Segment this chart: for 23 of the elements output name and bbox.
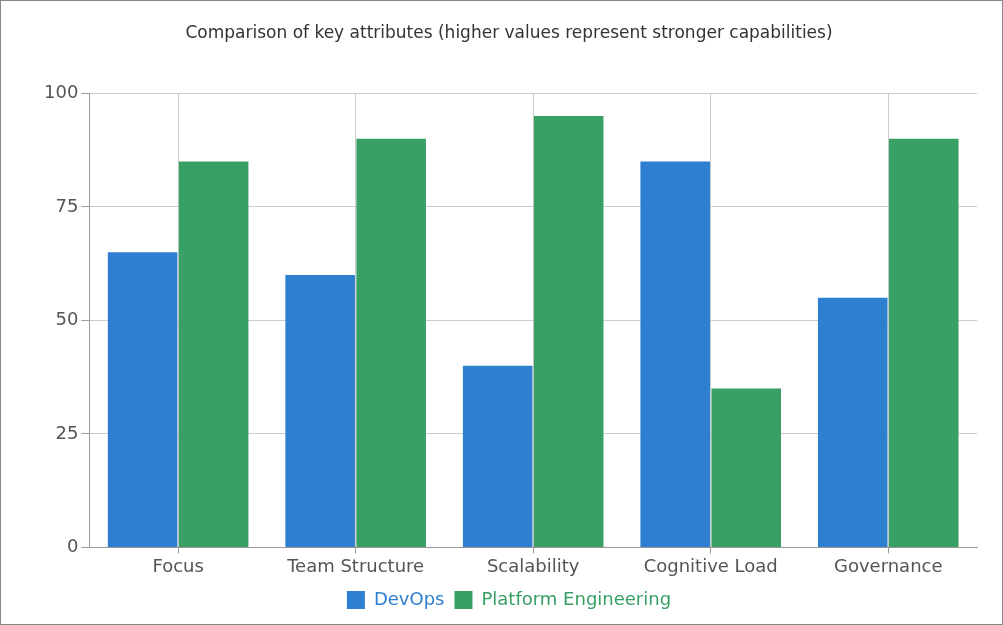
bar (107, 252, 178, 547)
x-tick-label: Focus (152, 554, 204, 576)
bar (640, 161, 710, 547)
chart-title: Comparison of key attributes (higher values represent stronger capabilities) (185, 21, 833, 42)
y-tick-label: 0 (66, 535, 79, 557)
y-tick-label: 75 (55, 194, 79, 216)
x-tick-label: Team Structure (286, 554, 425, 576)
bar (711, 388, 782, 547)
bar (178, 161, 249, 547)
bar (462, 365, 533, 547)
bar (533, 116, 604, 547)
legend-label: Platform Engineering (481, 587, 672, 609)
y-tick-label: 50 (55, 308, 79, 330)
y-tick-label: 25 (55, 421, 79, 443)
x-tick-label: Cognitive Load (643, 554, 778, 576)
y-tick-label: 100 (44, 81, 79, 103)
bar (888, 138, 959, 547)
bar (817, 297, 888, 547)
x-tick-label: Scalability (486, 554, 580, 576)
x-tick-label: Governance (833, 554, 943, 576)
legend-label: DevOps (373, 587, 445, 609)
bar (356, 138, 426, 547)
bar (285, 275, 355, 547)
